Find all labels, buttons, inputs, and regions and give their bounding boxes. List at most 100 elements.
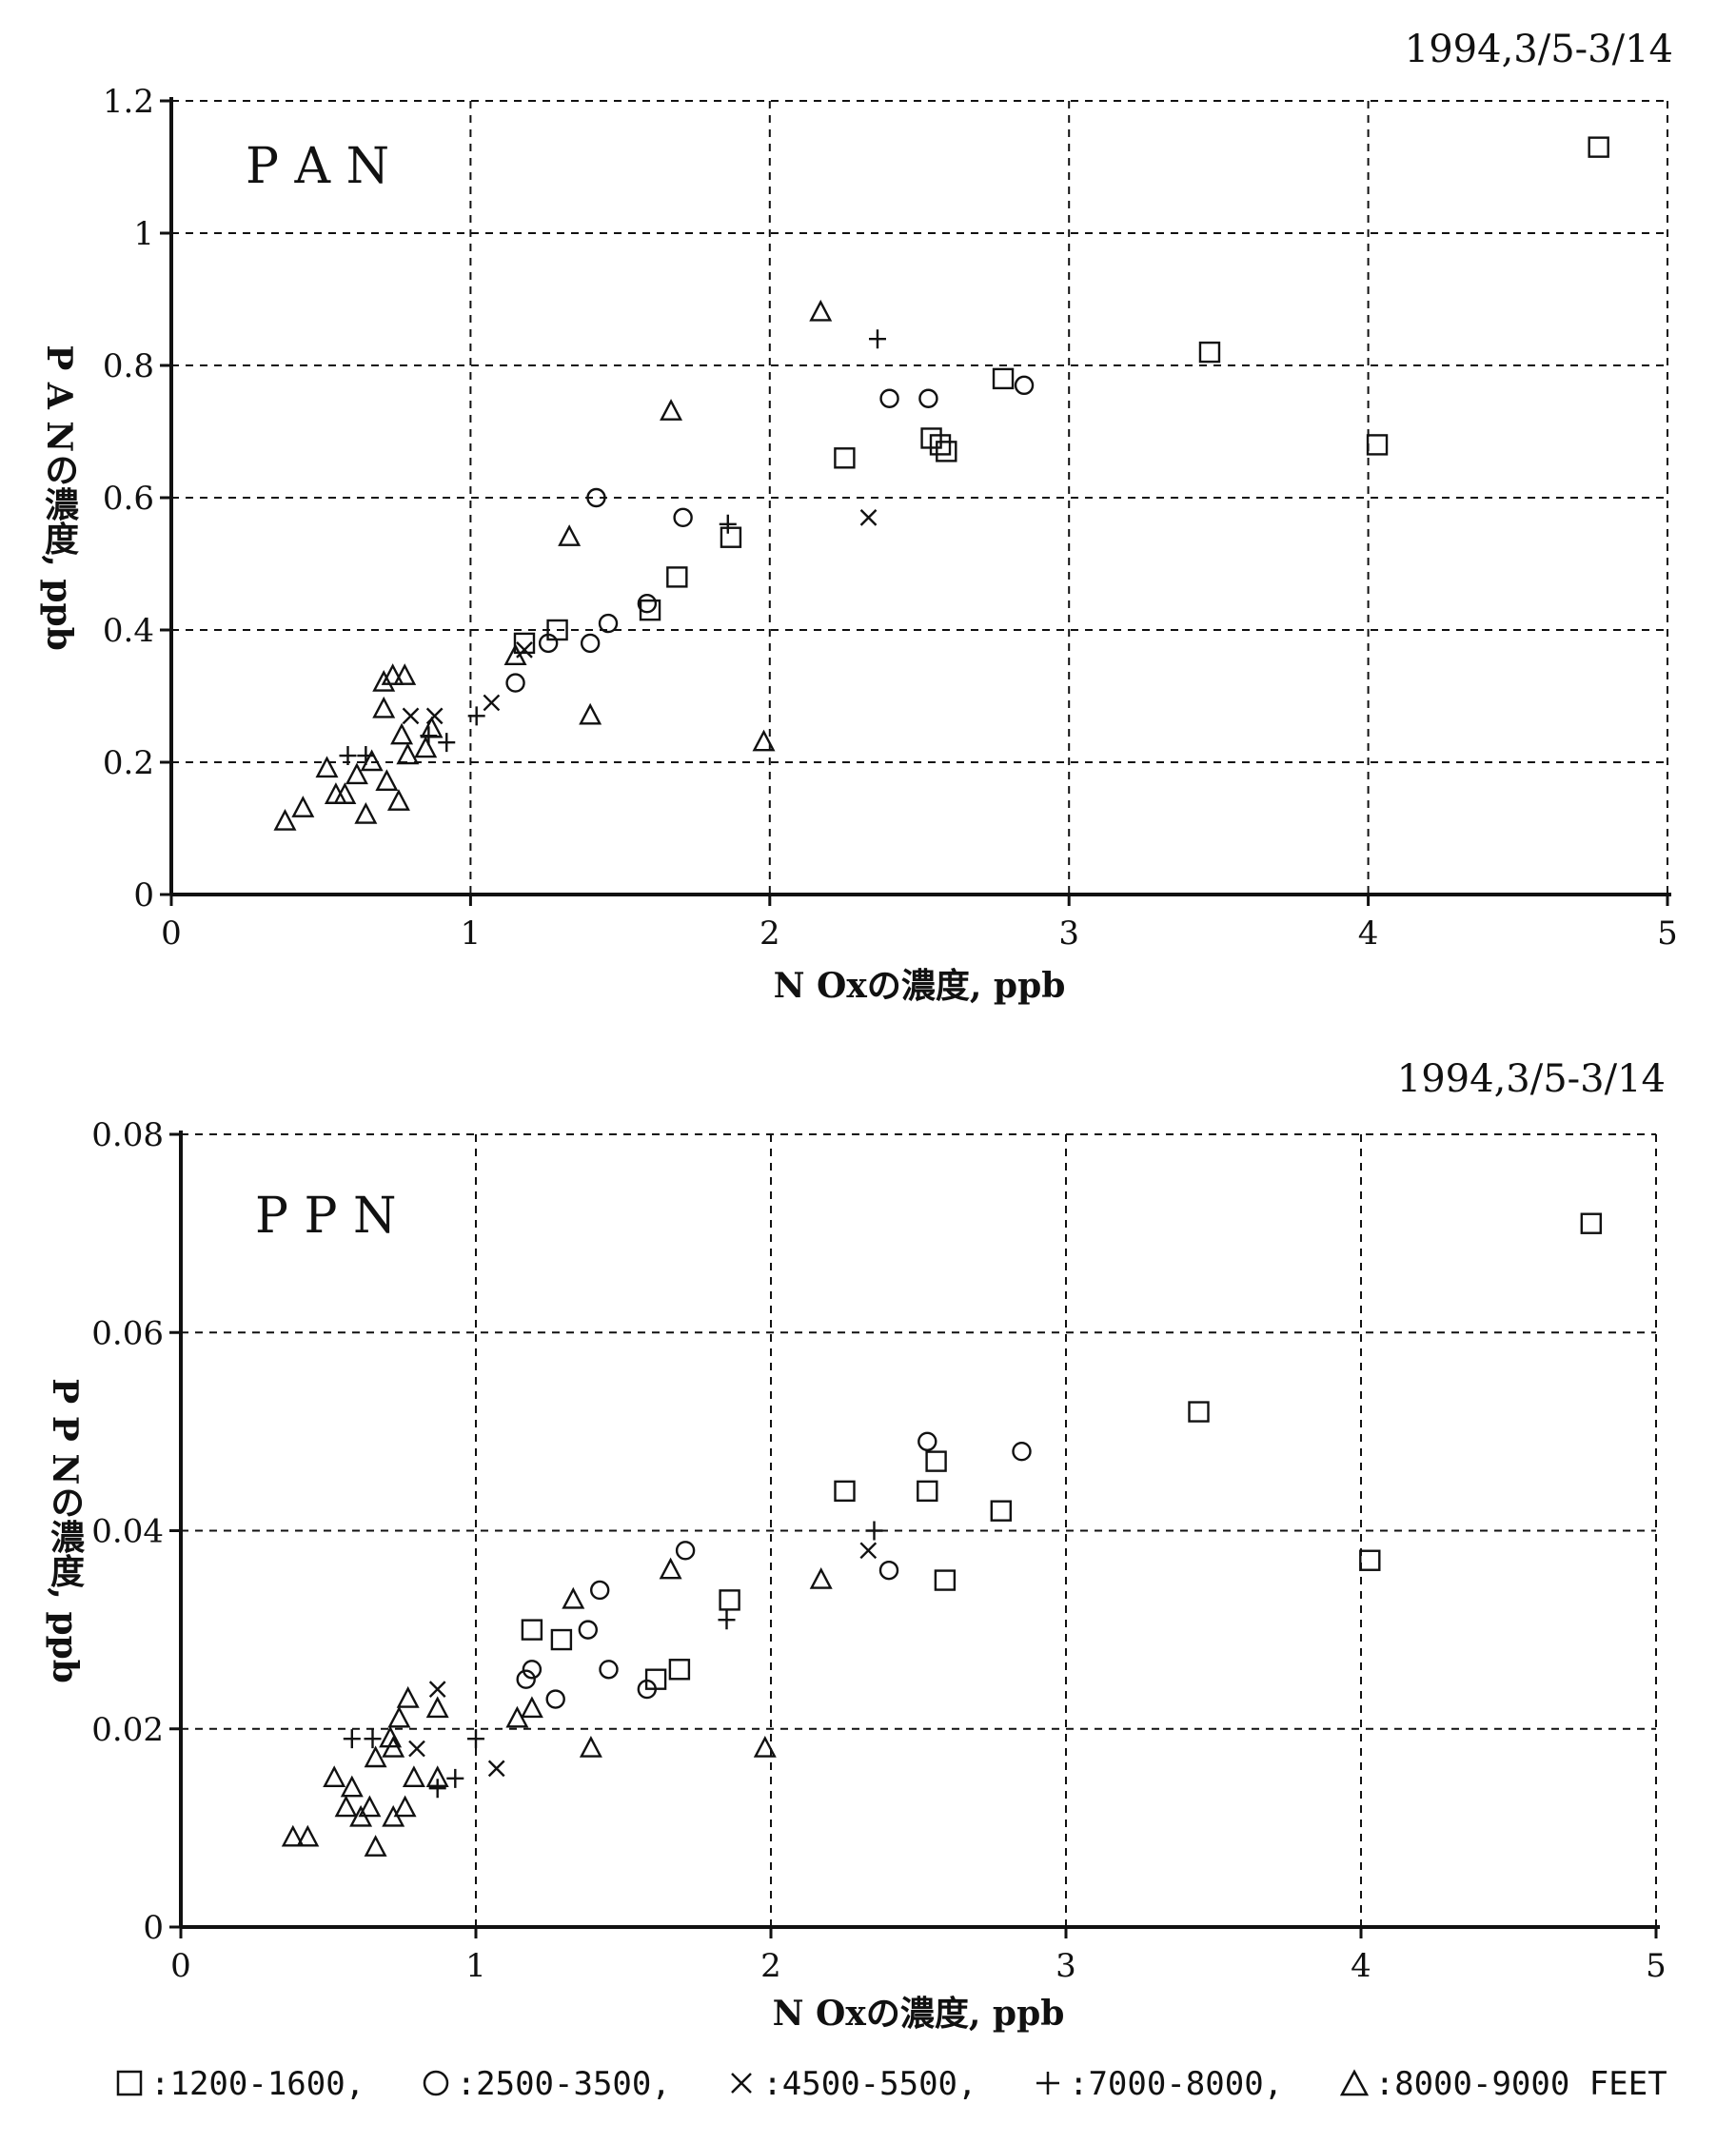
data-point — [340, 1775, 364, 1798]
data-point — [505, 673, 525, 693]
data-point — [396, 742, 420, 765]
data-point — [598, 613, 619, 634]
data-point — [538, 633, 559, 654]
data-point — [343, 1729, 361, 1749]
x-tick-label: 5 — [1657, 915, 1678, 953]
data-point — [393, 1795, 417, 1818]
cross-marker-icon — [726, 2068, 757, 2098]
data-point — [364, 1729, 382, 1749]
data-point — [386, 789, 410, 811]
data-point — [925, 1450, 947, 1472]
data-point — [382, 1735, 405, 1758]
data-point — [917, 1480, 938, 1503]
data-point — [339, 746, 357, 766]
data-point — [393, 663, 417, 685]
y-tick-label: 0.6 — [103, 480, 154, 518]
data-point — [334, 1795, 358, 1818]
data-point — [834, 1480, 856, 1503]
data-point — [372, 696, 396, 718]
data-point — [666, 566, 688, 588]
data-point — [360, 749, 384, 772]
x-axis-title: N Oxの濃度, ppb — [773, 1994, 1065, 2034]
data-point — [719, 514, 737, 534]
grid — [171, 100, 1668, 895]
x-tick-label: 1 — [461, 915, 482, 953]
data-point — [579, 702, 602, 725]
data-point — [562, 1586, 585, 1609]
data-point — [917, 1431, 937, 1451]
data-point — [673, 507, 693, 528]
x-tick-label: 0 — [170, 1947, 191, 1985]
data-point — [659, 1557, 682, 1580]
x-axis-title: N Oxの濃度, ppb — [774, 966, 1066, 1006]
data-point — [387, 1705, 411, 1728]
data-point — [364, 1835, 387, 1857]
data-point — [1359, 1549, 1381, 1571]
x-tick-label: 2 — [760, 915, 780, 953]
data-point — [936, 441, 957, 462]
y-tick-label: 0.2 — [103, 744, 154, 782]
y-tick-label: 1 — [133, 215, 154, 253]
data-point — [668, 1659, 691, 1681]
plus-marker-icon — [1033, 2068, 1063, 2098]
x-tick-label: 2 — [760, 1947, 781, 1985]
data-point — [929, 434, 952, 456]
data-point — [358, 1795, 382, 1818]
data-point — [375, 769, 399, 792]
data-point — [718, 1610, 736, 1630]
data-point — [487, 1760, 505, 1778]
chart-panel-1: 0 1 2 3 4 5 0 0.2 0.4 0.6 0.8 1 1.2 P A N 1994,3/5-3/1… — [39, 28, 1678, 1006]
data-point — [428, 1681, 446, 1698]
data-point — [879, 388, 899, 408]
y-tick-label: 0.02 — [91, 1711, 164, 1749]
panel-label: P P N — [255, 1188, 397, 1245]
series-1200-1600 — [513, 136, 1609, 655]
series-7000-8000 — [339, 329, 886, 766]
date-label: 1994,3/5-3/14 — [1397, 1057, 1666, 1101]
legend-item-2500-3500: :2500-3500, — [421, 2065, 671, 2103]
x-tick-label: 3 — [1055, 1947, 1076, 1985]
data-point — [1012, 1441, 1032, 1462]
data-point — [520, 1696, 543, 1719]
data-point — [599, 1660, 619, 1680]
circle-marker-icon — [421, 2068, 451, 2098]
data-point — [503, 643, 527, 665]
data-point — [1198, 341, 1221, 364]
data-point — [1580, 1212, 1603, 1234]
data-point — [545, 1689, 565, 1709]
data-point — [934, 1569, 957, 1591]
data-point — [408, 1740, 425, 1758]
data-point — [859, 509, 878, 526]
data-point — [1014, 375, 1035, 396]
data-point — [446, 1768, 464, 1788]
y-tick-label: 1.2 — [103, 83, 154, 121]
data-point — [467, 1729, 484, 1749]
legend-label: :1200-1600, — [150, 2065, 365, 2103]
data-point — [637, 1679, 657, 1700]
data-point — [878, 1560, 899, 1581]
x-tick-label: 5 — [1646, 1947, 1667, 1985]
series-2500-3500 — [516, 1431, 1032, 1709]
data-point — [865, 1521, 883, 1541]
y-tick-label: 0 — [133, 876, 154, 915]
data-point — [333, 782, 357, 804]
y-tick-label: 0.8 — [103, 347, 154, 385]
data-point — [660, 399, 683, 421]
data-point — [918, 388, 938, 408]
x-tick-label: 4 — [1351, 1947, 1371, 1985]
series-7000-8000 — [343, 1521, 883, 1799]
data-point — [1188, 1401, 1210, 1423]
legend-item-8000-9000: :8000-9000 FEET — [1339, 2065, 1667, 2103]
data-point — [521, 1619, 543, 1641]
data-point — [281, 1824, 305, 1847]
data-point — [483, 694, 501, 712]
legend-item-7000-8000: :7000-8000, — [1033, 2065, 1283, 2103]
data-point — [354, 802, 378, 824]
legend-label: :4500-5500, — [762, 2065, 977, 2103]
data-point — [753, 1735, 777, 1758]
data-point — [868, 329, 886, 349]
data-point — [379, 1725, 403, 1748]
series-2500-3500 — [505, 375, 1035, 693]
data-point — [809, 299, 833, 322]
data-point — [425, 1765, 449, 1788]
